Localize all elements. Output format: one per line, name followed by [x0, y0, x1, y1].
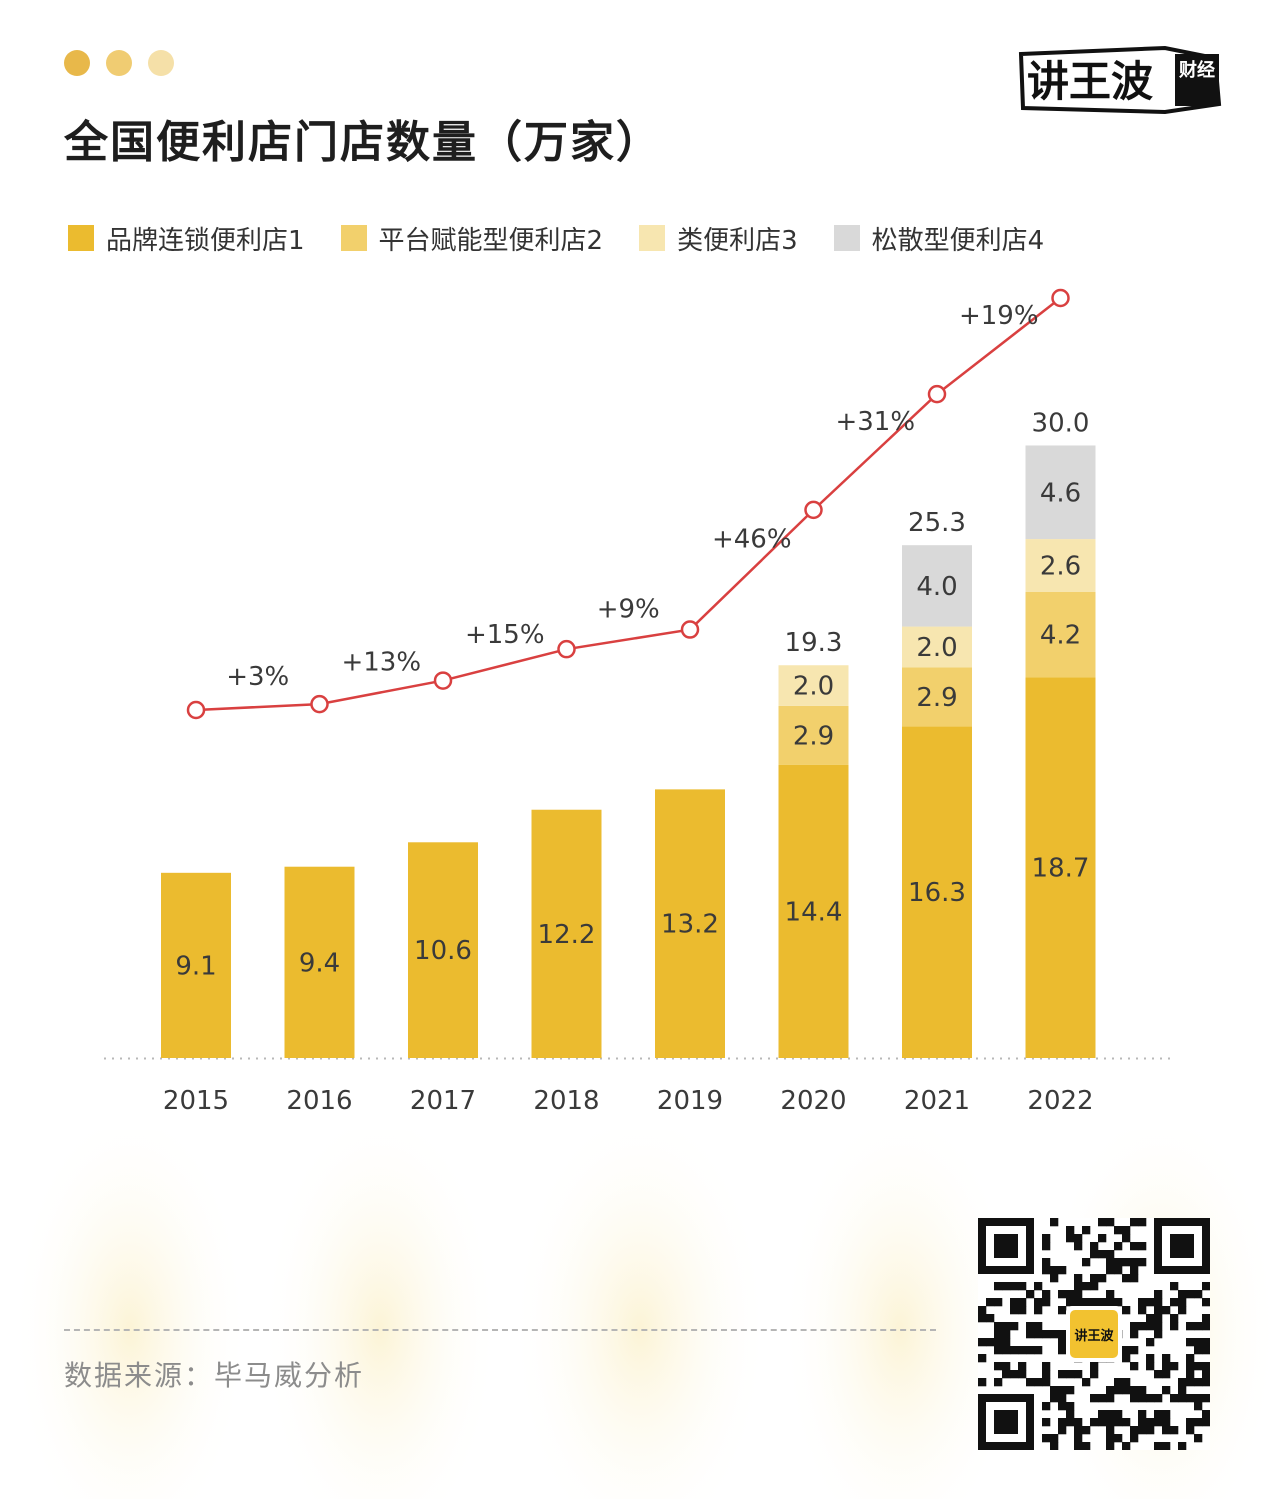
growth-point-2018: [557, 639, 576, 659]
growth-point-2017: [433, 671, 453, 690]
growth-point-2022: [1051, 288, 1070, 308]
bar-segment-2021-s4: [902, 545, 972, 627]
legend: 品牌连锁便利店1 平台赋能型便利店2 类便利店3 松散型便利店4: [68, 218, 1080, 258]
bar-segment-2021-s3: [902, 626, 972, 668]
bar-value-label: 13.2: [661, 910, 719, 940]
bar-segment-2022-s1: [1025, 677, 1096, 1058]
growth-rate-label: +15%: [465, 620, 545, 650]
decor-dot-1: [64, 50, 90, 76]
x-tick-label: 2021: [904, 1086, 970, 1116]
x-tick-label: 2015: [163, 1086, 229, 1116]
growth-point-2019: [680, 620, 700, 639]
x-tick-label: 2018: [533, 1086, 599, 1116]
bar-segment-2018-s1: [531, 809, 602, 1058]
x-tick-label: 2020: [780, 1086, 846, 1116]
legend-swatch: [340, 225, 367, 251]
qr-code[interactable]: 讲王波: [978, 1218, 1210, 1450]
growth-rate-label: +31%: [835, 407, 915, 437]
bar-segment-2017-s1: [408, 842, 478, 1058]
bar-value-label: 4.2: [1040, 621, 1081, 651]
bar-value-label: 2.6: [1040, 552, 1081, 582]
logo-main-text: 讲王波: [1027, 57, 1153, 106]
bar-value-label: 12.2: [538, 920, 596, 950]
bar-value-label: 2.0: [793, 672, 834, 702]
legend-swatch: [68, 225, 94, 251]
bar-value-label: 9.4: [299, 948, 340, 978]
decor-dot-2: [106, 50, 132, 76]
qr-center-logo: [1070, 1310, 1118, 1358]
bar-total-label: 30.0: [1032, 408, 1090, 438]
bar-total-label: 25.3: [908, 508, 966, 538]
chart-title: 全国便利店门店数量（万家）: [64, 117, 662, 168]
legend-item-1: 品牌连锁便利店1: [68, 220, 305, 257]
background-decoration: [10, 1130, 1280, 1499]
qr-center-text: 讲王波: [1074, 1328, 1114, 1344]
bar-segment-2015-s1: [161, 872, 231, 1058]
legend-swatch: [639, 225, 666, 251]
bar-segment-2022-s3: [1025, 539, 1096, 592]
bar-segment-2020-s3: [778, 665, 849, 706]
data-source: 数据来源：毕马威分析: [64, 1359, 365, 1392]
legend-item-3: 类便利店3: [639, 220, 798, 257]
bar-segment-2020-s1: [778, 764, 849, 1058]
bar-segment-2022-s4: [1025, 445, 1096, 540]
legend-label: 品牌连锁便利店1: [106, 225, 305, 256]
growth-rate-label: +9%: [597, 594, 660, 624]
bar-segment-2020-s2: [778, 705, 849, 765]
stacked-bar-chart: 9.1 2015 9.4 2016 10.6 2017 12.2 2018 13.2 2019 14…: [104, 288, 1170, 1116]
brand-logo: 讲王波 财经: [1018, 45, 1222, 115]
legend-item-2: 平台赋能型便利店2: [340, 220, 604, 257]
growth-point-2020: [804, 500, 823, 520]
bar-segment-2022-s2: [1025, 591, 1096, 678]
bar-value-label: 9.1: [175, 951, 216, 981]
bar-value-label: 14.4: [785, 897, 843, 927]
bar-value-label: 2.0: [916, 633, 957, 663]
bar-total-label: 19.3: [785, 628, 843, 658]
bar-value-label: 4.0: [916, 572, 957, 602]
growth-point-2016: [310, 694, 329, 714]
bar-value-label: 10.6: [414, 936, 472, 966]
decor-dot-3: [148, 50, 174, 76]
growth-line: [195, 297, 1062, 712]
legend-label: 类便利店3: [677, 225, 798, 256]
bar-segment-2019-s1: [655, 789, 725, 1058]
bar-value-label: 2.9: [916, 683, 957, 713]
logo-sub-text: 财经: [1179, 59, 1215, 81]
legend-item-4: 松散型便利店4: [833, 220, 1045, 257]
bar-segment-2021-s1: [902, 726, 972, 1058]
bar-value-label: 16.3: [908, 878, 966, 908]
growth-point-2015: [186, 700, 206, 720]
legend-swatch: [833, 225, 860, 251]
bar-value-label: 2.9: [793, 721, 834, 751]
bar-segment-2016-s1: [284, 866, 355, 1058]
bar-value-label: 18.7: [1032, 854, 1090, 884]
growth-rate-label: +13%: [341, 647, 421, 677]
bar-segment-2021-s2: [902, 667, 972, 727]
x-tick-label: 2016: [286, 1086, 352, 1116]
legend-label: 松散型便利店4: [871, 225, 1045, 256]
growth-point-2021: [927, 384, 947, 404]
growth-rate-label: +19%: [959, 301, 1039, 331]
bar-value-label: 4.6: [1040, 478, 1081, 508]
footer-divider: [64, 1329, 936, 1331]
growth-rate-label: +46%: [712, 525, 792, 555]
x-tick-label: 2019: [657, 1086, 723, 1116]
legend-label: 平台赋能型便利店2: [378, 225, 604, 256]
x-tick-label: 2022: [1027, 1086, 1093, 1116]
x-tick-label: 2017: [410, 1086, 476, 1116]
growth-rate-label: +3%: [226, 662, 289, 692]
